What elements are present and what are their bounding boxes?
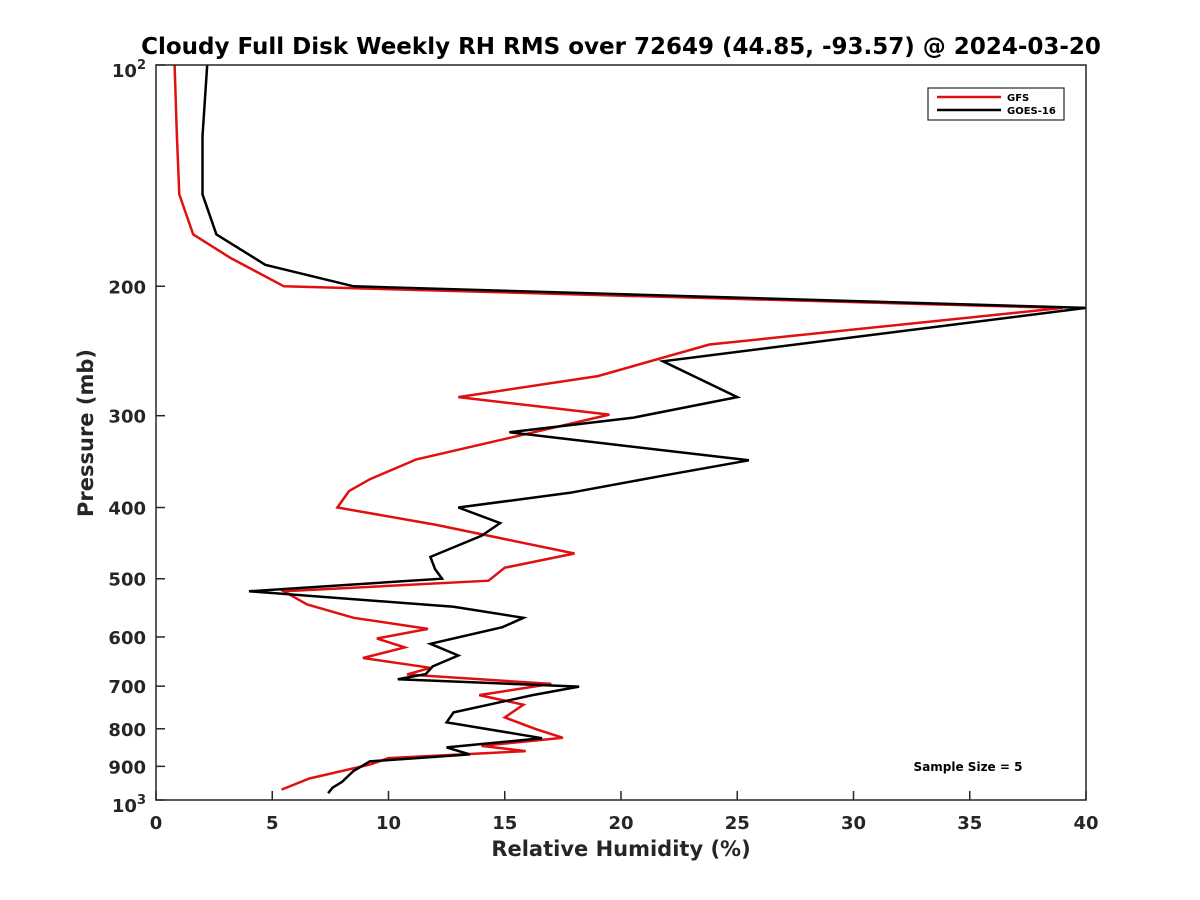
y-tick-label: 900 xyxy=(108,757,146,778)
y-tick-label: 400 xyxy=(108,499,146,520)
series-line-goes-16 xyxy=(201,64,1087,794)
legend-entry-label: GOES-16 xyxy=(1007,106,1056,117)
y-tick-label: 500 xyxy=(108,570,146,591)
sample-size-annotation: Sample Size = 5 xyxy=(914,760,1023,774)
y-tick-label: 800 xyxy=(108,720,146,741)
x-tick-label: 25 xyxy=(725,813,750,834)
legend-box xyxy=(927,87,1065,121)
x-tick-label: 35 xyxy=(957,813,982,834)
x-tick-label: 10 xyxy=(376,813,401,834)
x-axis-ticks: 0 5 10 15 20 25 30 35 40 xyxy=(150,791,1099,834)
y-axis-ticks: 102 200 300 400 500 600 700 800 900 103 xyxy=(108,58,165,817)
x-tick-label: 15 xyxy=(492,813,517,834)
plot-area-border xyxy=(155,64,1087,801)
y-tick-label: 102 xyxy=(112,58,146,82)
y-tick-label: 700 xyxy=(108,677,146,698)
x-tick-label: 20 xyxy=(608,813,633,834)
chart-title: Cloudy Full Disk Weekly RH RMS over 7264… xyxy=(141,34,1101,60)
y-tick-label: 200 xyxy=(108,277,146,298)
x-tick-label: 40 xyxy=(1073,813,1098,834)
x-tick-label: 30 xyxy=(841,813,866,834)
y-tick-label: 600 xyxy=(108,628,146,649)
series-line-gfs xyxy=(173,64,1063,791)
y-tick-label: 300 xyxy=(108,407,146,428)
legend-entry-label: GFS xyxy=(1007,93,1029,104)
y-axis-label: Pressure (mb) xyxy=(74,349,98,517)
legend: GFS GOES-16 xyxy=(927,87,1065,121)
x-tick-label: 5 xyxy=(266,813,279,834)
plot-lines xyxy=(173,64,1087,794)
x-axis-label: Relative Humidity (%) xyxy=(491,837,750,861)
x-tick-label: 0 xyxy=(150,813,163,834)
y-tick-label: 103 xyxy=(112,793,146,817)
